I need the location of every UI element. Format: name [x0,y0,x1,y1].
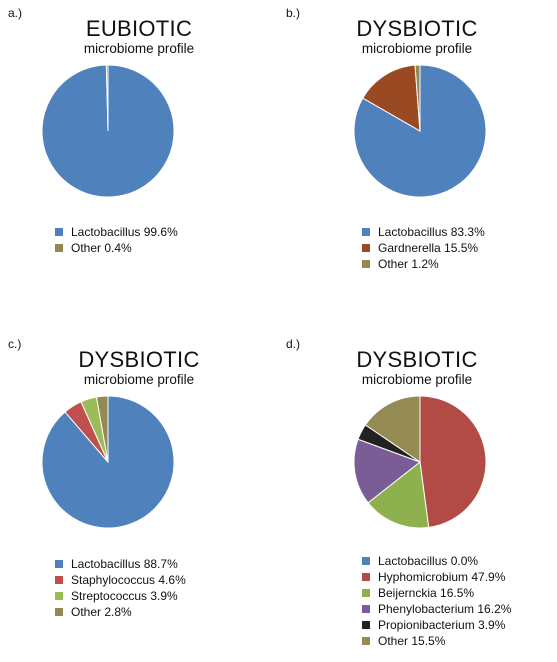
chart-panel-a: a.) EUBIOTIC microbiome profile Lactobac… [0,0,278,330]
legend-label: Lactobacillus 88.7% [71,557,178,571]
pie-slice-other [95,395,109,463]
pie-slice-gardnerella [362,64,421,132]
legend-item: Lactobacillus 88.7% [55,556,186,572]
pie-slice-beijernckia [367,461,430,529]
legend-label: Phenylobacterium 16.2% [378,602,512,616]
chart-subtitle: microbiome profile [83,372,195,387]
legend-item: Hyphomicrobium 47.9% [362,569,511,585]
legend-label: Beijernckia 16.5% [378,586,475,600]
legend-swatch [55,228,63,236]
pie-chart-d [353,395,487,529]
legend-swatch [362,621,370,629]
legend-label: Other 2.8% [71,605,132,619]
legend-item: Other 15.5% [362,633,511,649]
legend-item: Other 1.2% [362,256,485,272]
legend-swatch [362,228,370,236]
legend-label: Lactobacillus 99.6% [71,225,178,239]
panel-label: c.) [8,337,22,351]
legend-item: Other 2.8% [55,604,186,620]
chart-panel-d: d.) DYSBIOTIC microbiome profile Lactoba… [278,331,556,661]
legend-swatch [362,637,370,645]
legend-label: Lactobacillus 83.3% [378,225,485,239]
legend-item: Gardnerella 15.5% [362,240,485,256]
legend-swatch [55,576,63,584]
panel-label: a.) [8,6,23,20]
legend-item: Streptococcus 3.9% [55,588,186,604]
legend-c: Lactobacillus 88.7% Staphylococcus 4.6% St… [55,556,186,620]
legend-swatch [55,608,63,616]
chart-title: DYSBIOTIC [78,347,200,372]
chart-title: DYSBIOTIC [356,16,478,41]
pie-chart-c [41,395,175,529]
legend-swatch [362,244,370,252]
chart-panel-c: c.) DYSBIOTIC microbiome profile Lactoba… [0,331,278,661]
legend-item: Lactobacillus 99.6% [55,224,178,240]
panel-label: b.) [286,6,301,20]
legend-item: Lactobacillus 0.0% [362,553,511,569]
legend-b: Lactobacillus 83.3% Gardnerella 15.5% Othe… [362,224,485,272]
legend-swatch [362,557,370,565]
legend-label: Hyphomicrobium 47.9% [378,570,506,584]
legend-swatch [362,573,370,581]
pie-chart-a [41,64,175,198]
chart-title: EUBIOTIC [85,16,193,41]
pie-slice-other [414,64,421,132]
legend-swatch [362,605,370,613]
legend-label: Lactobacillus 0.0% [378,554,479,568]
pie-slice-phenylobacterium [353,438,422,504]
panel-label: d.) [286,337,301,351]
legend-swatch [362,589,370,597]
pie-slice-other [364,395,421,463]
legend-label: Other 0.4% [71,241,132,255]
legend-swatch [55,244,63,252]
legend-item: Phenylobacterium 16.2% [362,601,511,617]
chart-panel-b: b.) DYSBIOTIC microbiome profile Lactoba… [278,0,556,330]
legend-label: Staphylococcus 4.6% [71,573,186,587]
chart-subtitle: microbiome profile [83,41,195,56]
chart-subtitle: microbiome profile [361,372,473,387]
legend-item: Other 0.4% [55,240,178,256]
legend-item: Propionibacterium 3.9% [362,617,511,633]
legend-label: Other 1.2% [378,257,439,271]
legend-swatch [55,560,63,568]
legend-label: Streptococcus 3.9% [71,589,178,603]
legend-item: Beijernckia 16.5% [362,585,511,601]
chart-subtitle: microbiome profile [361,41,473,56]
legend-label: Propionibacterium 3.9% [378,618,506,632]
legend-swatch [362,260,370,268]
legend-d: Lactobacillus 0.0% Hyphomicrobium 47.9% Be… [362,553,511,649]
pie-slice-other [105,64,109,132]
legend-label: Gardnerella 15.5% [378,241,479,255]
legend-label: Other 15.5% [378,634,446,648]
pie-chart-b [353,64,487,198]
chart-title: DYSBIOTIC [356,347,478,372]
legend-a: Lactobacillus 99.6% Other 0.4% [55,224,178,256]
legend-item: Lactobacillus 83.3% [362,224,485,240]
pie-slice-hyphomicrobium [419,395,487,528]
legend-swatch [55,592,63,600]
legend-item: Staphylococcus 4.6% [55,572,186,588]
